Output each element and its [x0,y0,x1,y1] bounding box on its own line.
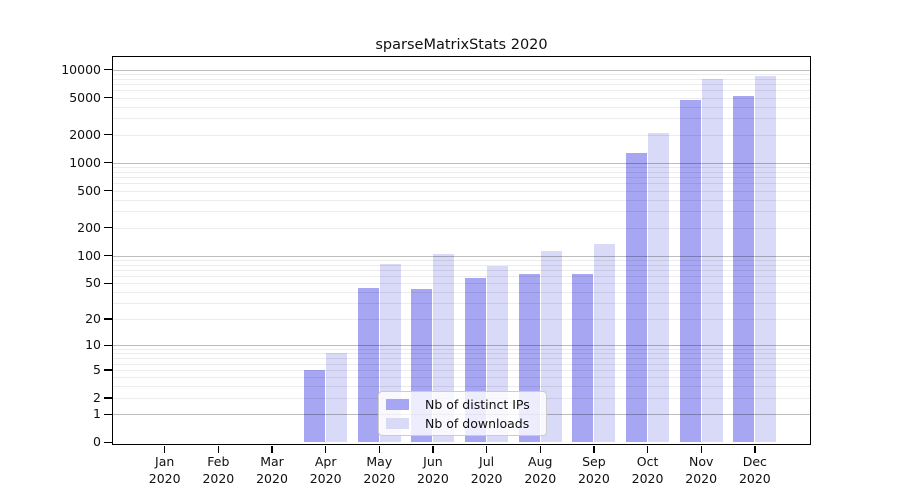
y-axis-tick-label: 50 [85,275,101,291]
x-axis-tick [646,445,649,453]
x-axis-tick [593,445,595,453]
legend-item-distinct-ips: Nb of distinct IPs [386,396,539,412]
y-axis-tick-label: 10 [85,337,101,353]
y-axis-tick [104,134,112,136]
bar-downloads-apr [326,353,348,443]
bar-ips-may [357,288,379,443]
y-axis-tick-label: 1000 [69,154,101,170]
x-axis-tick-label: Sep 2020 [577,454,610,486]
y-axis-tick [104,441,112,444]
x-axis-tick-label: Jun 2020 [417,454,449,486]
major-gridline [113,69,810,71]
y-axis-tick-label: 20 [85,311,101,327]
x-axis-tick-label: Dec 2020 [738,454,771,486]
minor-gridline [113,73,810,75]
y-axis-tick-label: 2 [93,389,101,405]
x-axis-tick [271,445,273,453]
x-axis-tick [432,445,434,453]
y-axis-tick [104,413,112,416]
bar-ips-nov [679,100,701,443]
x-axis-tick-label: Jan 2020 [148,454,181,486]
bar-ips-sep [572,274,594,443]
x-axis-tick [324,445,327,453]
y-axis-tick [104,190,112,192]
bar-downloads-oct [648,132,670,443]
bar-ips-apr [304,369,326,443]
y-axis-tick-label: 2000 [69,126,101,142]
bar-ips-oct [626,153,648,443]
y-axis-tick [104,397,112,399]
x-axis-tick-label: May 2020 [363,454,396,486]
x-axis-tick [378,445,380,453]
x-axis-tick-label: Apr 2020 [309,454,342,486]
x-axis-tick [485,445,488,453]
y-axis-tick-label: 100 [77,247,101,263]
x-axis-tick-label: Feb 2020 [202,454,235,486]
y-axis-tick-label: 10000 [61,61,101,77]
y-axis-tick [104,227,112,229]
legend-label-downloads: Nb of downloads [425,415,530,431]
x-axis-tick [217,445,220,453]
x-axis-tick-label: Jul 2020 [470,454,503,486]
y-axis-tick-label: 5000 [69,89,101,105]
y-axis-tick-label: 1 [93,406,101,422]
bar-downloads-dec [755,76,777,443]
legend: Nb of distinct IPs Nb of downloads [378,391,547,436]
x-axis-tick-label: Aug 2020 [524,454,557,486]
x-axis-tick-label: Nov 2020 [685,454,718,486]
y-axis-tick [104,96,112,99]
bar-downloads-sep [594,243,616,443]
y-axis-tick [104,282,112,284]
legend-label-distinct-ips: Nb of distinct IPs [425,396,530,412]
x-axis-tick [164,445,166,453]
bar-downloads-nov [701,79,723,443]
legend-item-downloads: Nb of downloads [386,415,539,431]
x-axis-tick [539,445,541,453]
y-axis-tick-label: 5 [93,361,101,377]
y-axis-tick [104,318,112,320]
x-axis-tick [754,445,756,453]
y-axis-tick-label: 0 [93,434,101,450]
chart-title: sparseMatrixStats 2020 [375,37,548,53]
y-axis-tick [104,68,112,71]
bar-ips-dec [733,96,755,443]
plot-area: 0 1 2 5 10 20 50 100 200 500 1000 2000 5000 10000 Jan … [61,56,811,486]
y-axis-tick [104,254,112,257]
x-axis-tick-label: Oct 2020 [631,454,664,486]
y-axis-tick [104,344,112,347]
legend-swatch-distinct-ips [386,398,409,410]
x-axis-tick [700,445,702,453]
y-axis-tick [104,369,112,371]
y-axis-tick-label: 500 [77,182,101,198]
y-axis-tick-label: 200 [77,219,101,235]
x-axis-tick-label: Mar 2020 [256,454,288,486]
legend-swatch-downloads [386,417,409,429]
y-axis-tick [104,162,112,164]
